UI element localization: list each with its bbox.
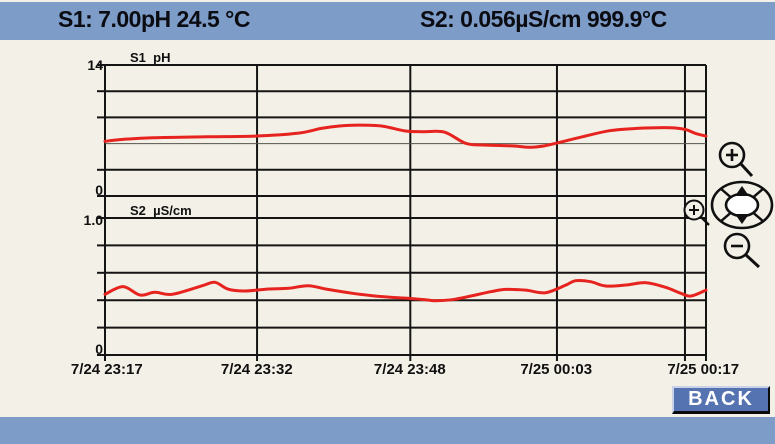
nav-down-arrow-icon[interactable] bbox=[735, 214, 749, 224]
back-button-label: BACK bbox=[688, 388, 754, 410]
nav-pad[interactable] bbox=[710, 180, 774, 230]
back-button[interactable]: BACK bbox=[672, 386, 770, 414]
x-tick-label: 7/25 00:03 bbox=[520, 361, 593, 378]
trend-charts bbox=[97, 64, 710, 361]
chart2-ymax-label: 1.0 bbox=[83, 212, 103, 228]
bottom-bar bbox=[0, 417, 775, 444]
x-tick-label: 7/24 23:32 bbox=[220, 361, 293, 378]
x-tick-label: 7/24 23:17 bbox=[70, 361, 143, 378]
zoom-out-button[interactable] bbox=[723, 232, 761, 269]
nav-up-arrow-icon[interactable] bbox=[735, 186, 749, 196]
chart1-title: S1 pH bbox=[130, 50, 171, 65]
chart1-ymax-label: 14 bbox=[87, 57, 103, 73]
sensor2-reading: S2: 0.056µS/cm 999.9°C bbox=[420, 6, 667, 32]
x-tick-label: 7/24 23:48 bbox=[373, 361, 446, 378]
sensor1-reading: S1: 7.00pH 24.5 °C bbox=[58, 6, 250, 32]
chart-controls bbox=[710, 141, 774, 269]
chart-zoom-indicator[interactable] bbox=[683, 199, 710, 226]
chart2-ymin-label: 0 bbox=[95, 341, 103, 357]
chart1-ymin-label: 0 bbox=[95, 182, 103, 198]
zoom-in-button[interactable] bbox=[718, 141, 754, 178]
top-status-bar bbox=[0, 2, 775, 40]
chart2-title: S2 µS/cm bbox=[130, 203, 192, 218]
x-tick-label: 7/25 00:17 bbox=[667, 361, 740, 378]
